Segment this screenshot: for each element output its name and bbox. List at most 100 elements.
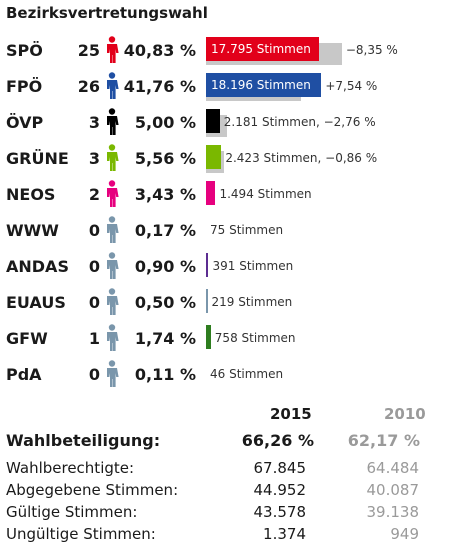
party-name: NEOS [6,185,56,204]
result-bar [206,145,222,169]
seat-count: 0 [88,293,100,312]
chart-title: Bezirksvertretungswahl [6,4,208,22]
turnout-previous: 62,17 % [347,431,420,450]
bar-area: 2.181 Stimmen, −2,76 % [206,105,472,141]
year-previous-header: 2010 [384,405,426,423]
result-bar [206,109,220,133]
party-row-spo: SPÖ 25 40,83 % 17.795 Stimmen −8,35 % [0,33,472,69]
seat-count: 26 [77,77,100,96]
party-row-fpo: FPÖ 26 41,76 % 18.196 Stimmen +7,54 % [0,69,472,105]
stat-label: Gültige Stimmen: [6,503,138,521]
party-name: ÖVP [6,113,44,132]
seat-count: 1 [88,329,100,348]
party-name: WWW [6,221,59,240]
vote-percentage: 5,56 % [134,149,196,168]
votes-label: 75 Stimmen [210,223,284,237]
stat-current: 67.845 [253,459,307,477]
party-name: SPÖ [6,41,43,60]
votes-label: 18.196 Stimmen [211,78,311,92]
person-icon [104,36,120,64]
seat-count: 0 [88,365,100,384]
votes-label: 758 Stimmen [214,331,296,345]
change-label: +7,54 % [325,79,378,93]
stat-current: 1.374 [263,525,306,543]
party-name: GFW [6,329,48,348]
stat-current: 44.952 [253,481,307,499]
vote-percentage: 41,76 % [123,77,196,96]
party-row-andas: ANDAS 0 0,90 % 391 Stimmen [0,249,472,285]
party-row-neos: NEOS 2 3,43 % 1.494 Stimmen [0,177,472,213]
party-row-euaus: EUAUS 0 0,50 % 219 Stimmen [0,285,472,321]
stat-previous: 40.087 [366,481,420,499]
votes-label: 1.494 Stimmen [219,187,312,201]
seat-count: 0 [88,221,100,240]
bar-area: 17.795 Stimmen −8,35 % [206,33,472,69]
party-row-ovp: ÖVP 3 5,00 % 2.181 Stimmen, −2,76 % [0,105,472,141]
result-bar [206,37,319,61]
bar-area: 1.494 Stimmen [206,177,472,213]
bar-area: 391 Stimmen [206,249,472,285]
person-icon [104,324,120,352]
person-icon [104,144,120,172]
seat-count: 25 [77,41,100,60]
stat-label: Abgegebene Stimmen: [6,481,179,499]
stat-row-cast: Abgegebene Stimmen: 44.952 40.087 [0,481,472,503]
stat-row-valid: Gültige Stimmen: 43.578 39.138 [0,503,472,525]
party-name: ANDAS [6,257,69,276]
votes-label: 2.181 Stimmen, −2,76 % [223,115,376,129]
result-bar [206,289,208,313]
votes-label: 2.423 Stimmen, −0,86 % [225,151,378,165]
stat-previous: 64.484 [366,459,420,477]
result-bar [206,325,211,349]
person-icon [104,288,120,316]
seat-count: 3 [88,113,100,132]
vote-percentage: 0,90 % [134,257,196,276]
person-icon [104,252,120,280]
stat-previous: 949 [390,525,419,543]
vote-percentage: 0,17 % [134,221,196,240]
seat-count: 3 [88,149,100,168]
stat-label: Wahlberechtigte: [6,459,135,477]
vote-percentage: 1,74 % [134,329,196,348]
person-icon [104,72,120,100]
party-name: GRÜNE [6,149,69,168]
result-bar [206,253,209,277]
stat-current: 43.578 [253,503,307,521]
bar-area: 75 Stimmen [206,213,472,249]
person-icon [104,180,120,208]
votes-label: 17.795 Stimmen [211,42,311,56]
year-current-header: 2015 [270,405,312,423]
stat-row-invalid: Ungültige Stimmen: 1.374 949 [0,525,472,547]
stat-label: Ungültige Stimmen: [6,525,156,543]
person-icon [104,216,120,244]
bar-area: 758 Stimmen [206,321,472,357]
party-row-gfw: GFW 1 1,74 % 758 Stimmen [0,321,472,357]
change-label: −8,35 % [345,43,398,57]
vote-percentage: 5,00 % [134,113,196,132]
party-name: FPÖ [6,77,43,96]
bar-area: 46 Stimmen [206,357,472,393]
party-row-www: WWW 0 0,17 % 75 Stimmen [0,213,472,249]
vote-percentage: 0,50 % [134,293,196,312]
turnout-label: Wahlbeteiligung: [6,431,161,450]
result-bar [206,73,322,97]
party-name: PdA [6,365,42,384]
result-bar [206,181,216,205]
vote-percentage: 3,43 % [134,185,196,204]
votes-label: 391 Stimmen [212,259,294,273]
stat-previous: 39.138 [366,503,420,521]
party-row-pda: PdA 0 0,11 % 46 Stimmen [0,357,472,393]
seat-count: 0 [88,257,100,276]
person-icon [104,360,120,388]
votes-label: 219 Stimmen [211,295,293,309]
seat-count: 2 [88,185,100,204]
vote-percentage: 0,11 % [134,365,196,384]
bar-area: 219 Stimmen [206,285,472,321]
person-icon [104,108,120,136]
votes-label: 46 Stimmen [210,367,284,381]
vote-percentage: 40,83 % [123,41,196,60]
party-name: EUAUS [6,293,66,312]
bar-area: 18.196 Stimmen +7,54 % [206,69,472,105]
party-row-grune: GRÜNE 3 5,56 % 2.423 Stimmen, −0,86 % [0,141,472,177]
turnout-current: 66,26 % [241,431,314,450]
